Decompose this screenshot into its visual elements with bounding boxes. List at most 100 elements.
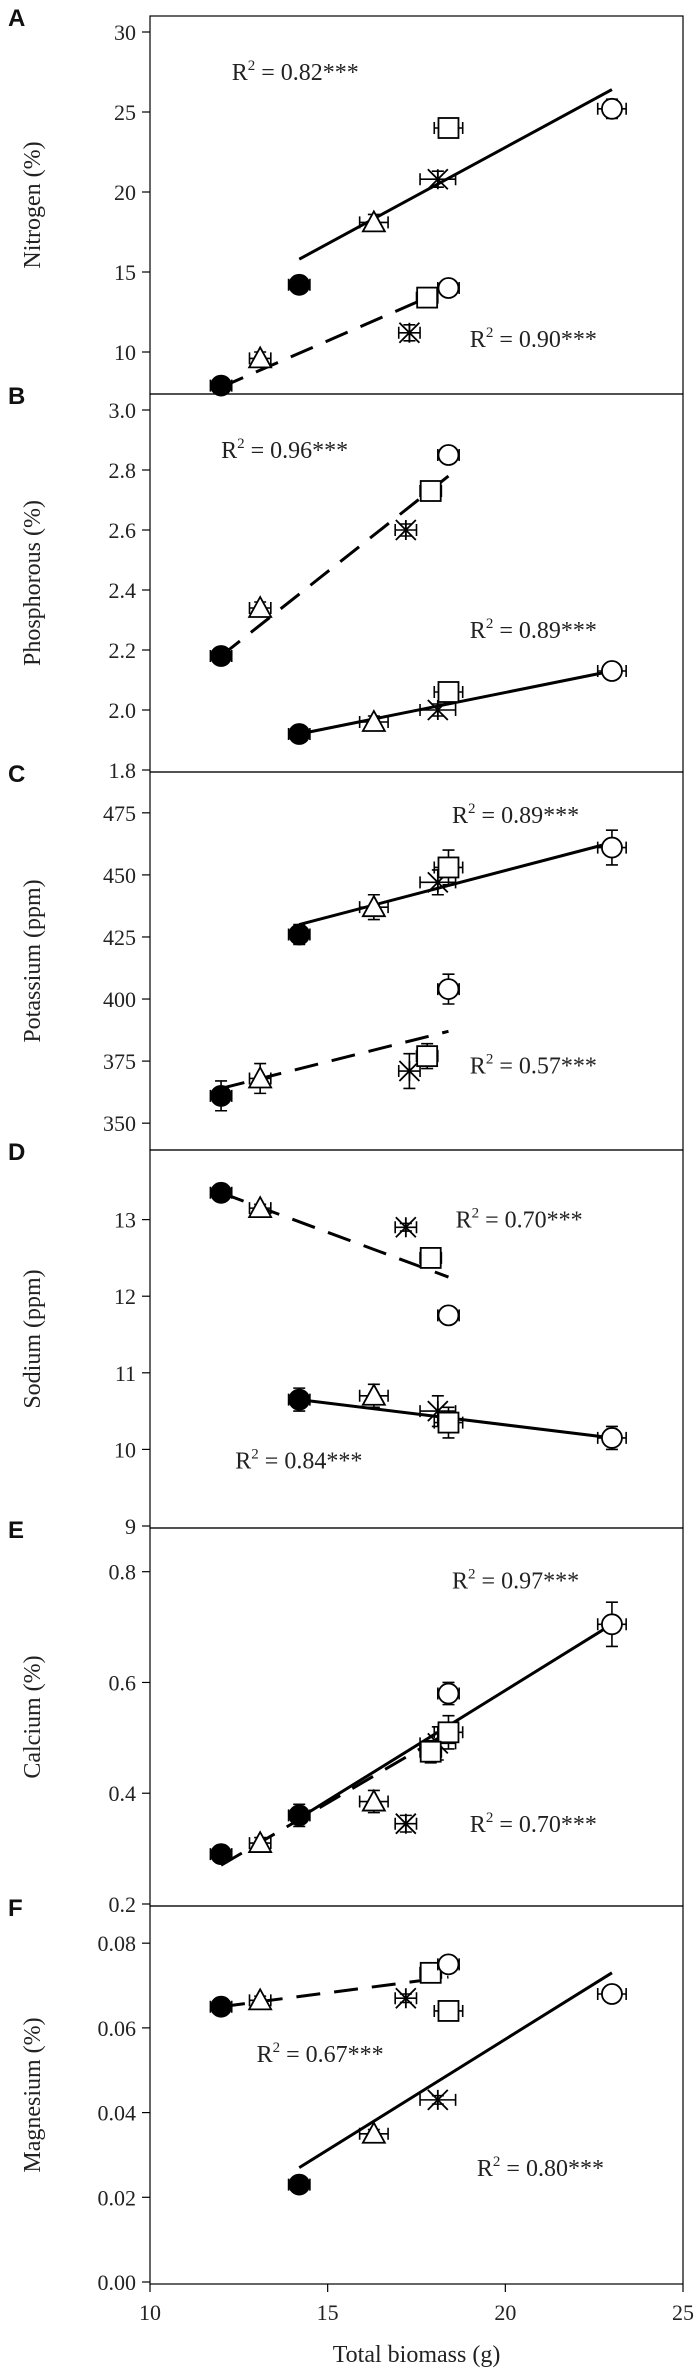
marker-asterisk bbox=[398, 322, 421, 344]
x-tick-label: 10 bbox=[139, 2300, 161, 2325]
r2-annotation: R2 = 0.57*** bbox=[470, 1052, 597, 1080]
marker-triangle bbox=[247, 1195, 273, 1219]
marker-square bbox=[416, 1045, 439, 1068]
marker-asterisk bbox=[395, 519, 417, 541]
data-point bbox=[287, 923, 311, 946]
marker-circle-filled bbox=[210, 1843, 232, 1866]
data-point bbox=[247, 1987, 273, 2011]
data-point bbox=[419, 480, 443, 502]
data-point bbox=[394, 1987, 418, 2009]
marker-square bbox=[437, 117, 460, 139]
data-point bbox=[433, 849, 464, 886]
data-point bbox=[209, 1843, 233, 1866]
y-tick-label: 350 bbox=[103, 1111, 136, 1136]
data-point bbox=[397, 1052, 421, 1090]
marker-circle bbox=[437, 277, 460, 299]
panel-letter: A bbox=[8, 5, 25, 32]
series-upper: R2 = 0.82*** bbox=[232, 58, 627, 296]
marker-square bbox=[437, 681, 460, 703]
marker-square bbox=[419, 1961, 442, 1984]
data-point bbox=[247, 1830, 273, 1853]
data-point bbox=[433, 1406, 464, 1439]
marker-circle-filled bbox=[288, 1388, 311, 1411]
y-tick-label: 2.2 bbox=[109, 638, 137, 663]
r2-annotation: R2 = 0.97*** bbox=[452, 1566, 579, 1594]
data-point bbox=[209, 645, 233, 667]
x-tick-label: 20 bbox=[494, 2300, 516, 2325]
series-dashed-fit: R2 = 0.67*** bbox=[209, 1953, 460, 2068]
panel-letter: E bbox=[8, 1517, 24, 1544]
marker-triangle bbox=[361, 894, 387, 918]
marker-circle-filled bbox=[210, 645, 232, 667]
y-tick-label: 9 bbox=[125, 1514, 136, 1539]
data-point bbox=[394, 1216, 418, 1238]
data-point bbox=[209, 1080, 233, 1112]
y-tick-label: 2.6 bbox=[109, 518, 137, 543]
y-tick-label: 425 bbox=[103, 925, 136, 950]
marker-circle-filled bbox=[288, 1804, 311, 1827]
marker-asterisk bbox=[427, 699, 449, 721]
data-point bbox=[358, 893, 389, 921]
panel-e: E 0.2 0.4 0.6 0.8 Calcium (%) R2 = 0.97*** R2 =… bbox=[8, 1517, 684, 1917]
data-point bbox=[287, 2173, 311, 2196]
panel-f: F 0.00 0.02 0.04 0.06 0.08 Magnesium (%) R2 = 0… bbox=[8, 1895, 684, 2295]
data-point bbox=[287, 723, 311, 745]
data-point bbox=[358, 209, 389, 233]
y-axis-label: Nitrogen (%) bbox=[20, 141, 46, 268]
marker-triangle bbox=[247, 595, 273, 618]
series-upper: R2 = 0.70*** bbox=[209, 1181, 583, 1327]
y-tick-label: 10 bbox=[114, 1437, 136, 1462]
series-lower: R2 = 0.84*** bbox=[235, 1382, 627, 1475]
y-tick-label: 15 bbox=[114, 260, 136, 285]
panel-d: D 9 10 11 12 13 Sodium (ppm) R2 = 0.70*** R2 = 0… bbox=[8, 1139, 684, 1539]
marker-circle-filled bbox=[288, 923, 311, 946]
y-tick-label: 12 bbox=[114, 1284, 136, 1309]
marker-circle-filled bbox=[210, 1995, 232, 2018]
r2-annotation: R2 = 0.70*** bbox=[470, 1810, 597, 1838]
y-tick-label: 0.8 bbox=[109, 1560, 137, 1585]
marker-triangle bbox=[361, 209, 387, 233]
y-axis-label: Sodium (ppm) bbox=[20, 1269, 46, 1408]
marker-square bbox=[419, 480, 442, 502]
marker-circle bbox=[437, 444, 460, 466]
fit-line-solid bbox=[298, 1971, 613, 2169]
panel-letter: C bbox=[8, 761, 25, 788]
panel-letter: D bbox=[8, 1139, 25, 1166]
y-tick-label: 400 bbox=[103, 987, 136, 1012]
fit-line-dashed bbox=[220, 474, 450, 658]
marker-square bbox=[437, 2000, 460, 2022]
data-point bbox=[415, 286, 439, 309]
data-point bbox=[433, 1714, 464, 1750]
y-tick-label: 0.08 bbox=[98, 1931, 137, 1956]
marker-circle bbox=[601, 97, 623, 120]
marker-circle bbox=[437, 1953, 460, 1976]
data-point bbox=[419, 699, 457, 721]
r2-annotation: R2 = 0.80*** bbox=[477, 2154, 604, 2182]
data-point bbox=[437, 277, 460, 299]
data-point bbox=[437, 1953, 460, 1976]
marker-triangle bbox=[247, 1830, 273, 1853]
panels: A 10 15 20 25 30 Nitrogen (%) R2 = 0.82*** R2 = … bbox=[8, 5, 694, 2325]
data-point bbox=[419, 2089, 457, 2111]
y-tick-label: 3.0 bbox=[109, 398, 137, 423]
series-lower: R2 = 0.57*** bbox=[209, 973, 597, 1112]
data-point bbox=[394, 1813, 418, 1835]
y-tick-label: 475 bbox=[103, 801, 136, 826]
marker-circle bbox=[601, 1613, 623, 1636]
marker-triangle bbox=[247, 345, 273, 369]
data-point bbox=[596, 660, 627, 682]
y-axis-label: Magnesium (%) bbox=[20, 2017, 46, 2172]
marker-circle-filled bbox=[288, 2173, 311, 2196]
r2-annotation: R2 = 0.82*** bbox=[232, 58, 359, 86]
marker-circle bbox=[437, 1304, 460, 1327]
data-point bbox=[358, 709, 389, 732]
y-tick-label: 13 bbox=[114, 1208, 136, 1233]
series-upper: R2 = 0.96*** bbox=[209, 436, 460, 667]
data-point bbox=[397, 322, 421, 344]
marker-asterisk bbox=[395, 1216, 417, 1238]
r2-annotation: R2 = 0.70*** bbox=[456, 1205, 583, 1233]
marker-circle-filled bbox=[210, 1084, 232, 1107]
marker-asterisk bbox=[398, 1060, 421, 1082]
panel-frame bbox=[149, 1149, 684, 1529]
marker-square bbox=[437, 1721, 460, 1744]
